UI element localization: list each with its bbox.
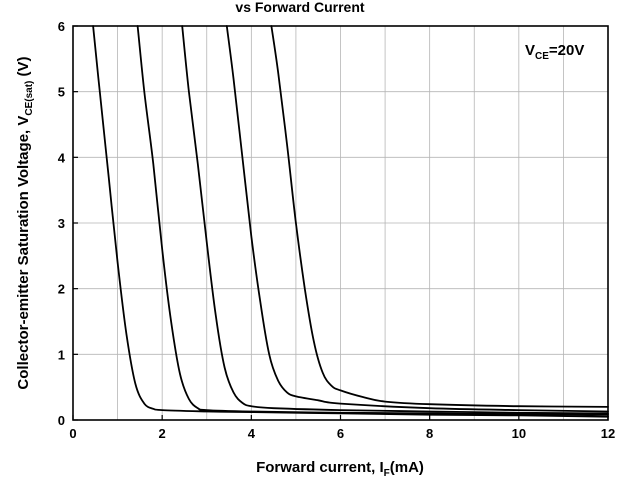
y-tick-label: 3 [58,216,65,231]
curves [92,25,609,418]
grid [73,26,608,420]
x-tick-label: 8 [426,426,433,441]
y-tick-label: 2 [58,282,65,297]
x-tick-label: 10 [512,426,526,441]
chart-title: vs Forward Current [235,0,364,15]
series-line-5 [270,25,609,408]
x-tick-label: 12 [601,426,615,441]
series-line-2 [136,25,609,416]
y-axis-label: Collector-emitter Saturation Voltage, VC… [15,56,35,389]
series-line-3 [181,25,609,415]
series-line-4 [225,25,609,413]
y-tick-label: 0 [58,413,65,428]
x-axis-label: Forward current, IF(mA) [256,459,424,479]
y-tick-label: 1 [58,347,65,362]
y-tick-label: 4 [58,150,66,165]
x-tick-label: 2 [159,426,166,441]
x-tick-label: 6 [337,426,344,441]
series-line-1 [92,25,609,418]
vce-annotation: VCE=20V [525,42,584,62]
x-tick-label: 0 [69,426,76,441]
y-tick-label: 5 [58,85,65,100]
y-tick-label: 6 [58,19,65,34]
x-tick-label: 4 [248,426,256,441]
